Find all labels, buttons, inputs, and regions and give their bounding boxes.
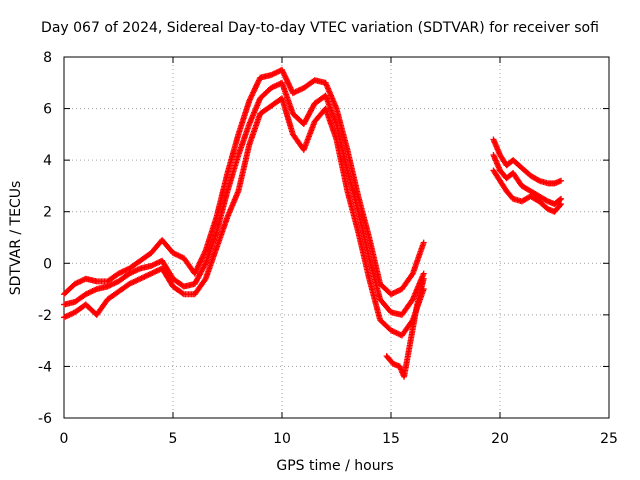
y-tick-label: -6 bbox=[38, 411, 52, 427]
data-points bbox=[61, 66, 565, 380]
y-tick-label: 2 bbox=[43, 205, 52, 221]
data-point bbox=[420, 275, 427, 282]
plot-frame bbox=[63, 56, 610, 419]
data-point bbox=[556, 196, 563, 203]
y-tick-label: -2 bbox=[38, 308, 52, 324]
x-tick-label: 0 bbox=[60, 431, 69, 447]
y-tick-label: 0 bbox=[43, 256, 52, 272]
y-tick-label: 4 bbox=[43, 153, 52, 169]
data-point bbox=[558, 200, 565, 207]
chart-title: Day 067 of 2024, Sidereal Day-to-day VTE… bbox=[41, 20, 599, 36]
x-tick-label: 25 bbox=[600, 431, 618, 447]
x-axis-label: GPS time / hours bbox=[276, 458, 393, 474]
y-tick-label: -4 bbox=[38, 359, 52, 375]
x-tick-label: 20 bbox=[491, 431, 509, 447]
y-axis: -6 -4 -2 0 2 4 6 8 bbox=[38, 50, 609, 427]
y-axis-label: SDTVAR / TECUs bbox=[8, 181, 24, 296]
x-tick-label: 5 bbox=[169, 431, 178, 447]
y-tick-label: 6 bbox=[43, 102, 52, 118]
data-point bbox=[420, 239, 427, 246]
data-point bbox=[558, 177, 565, 184]
data-point bbox=[534, 177, 541, 184]
y-tick-label: 8 bbox=[43, 50, 52, 66]
data-point bbox=[179, 290, 186, 297]
data-point bbox=[557, 202, 564, 209]
x-tick-label: 10 bbox=[273, 431, 291, 447]
x-axis: 0 5 10 15 20 25 bbox=[60, 57, 618, 447]
data-point bbox=[420, 270, 427, 277]
data-point bbox=[558, 195, 565, 202]
x-tick-label: 15 bbox=[382, 431, 400, 447]
